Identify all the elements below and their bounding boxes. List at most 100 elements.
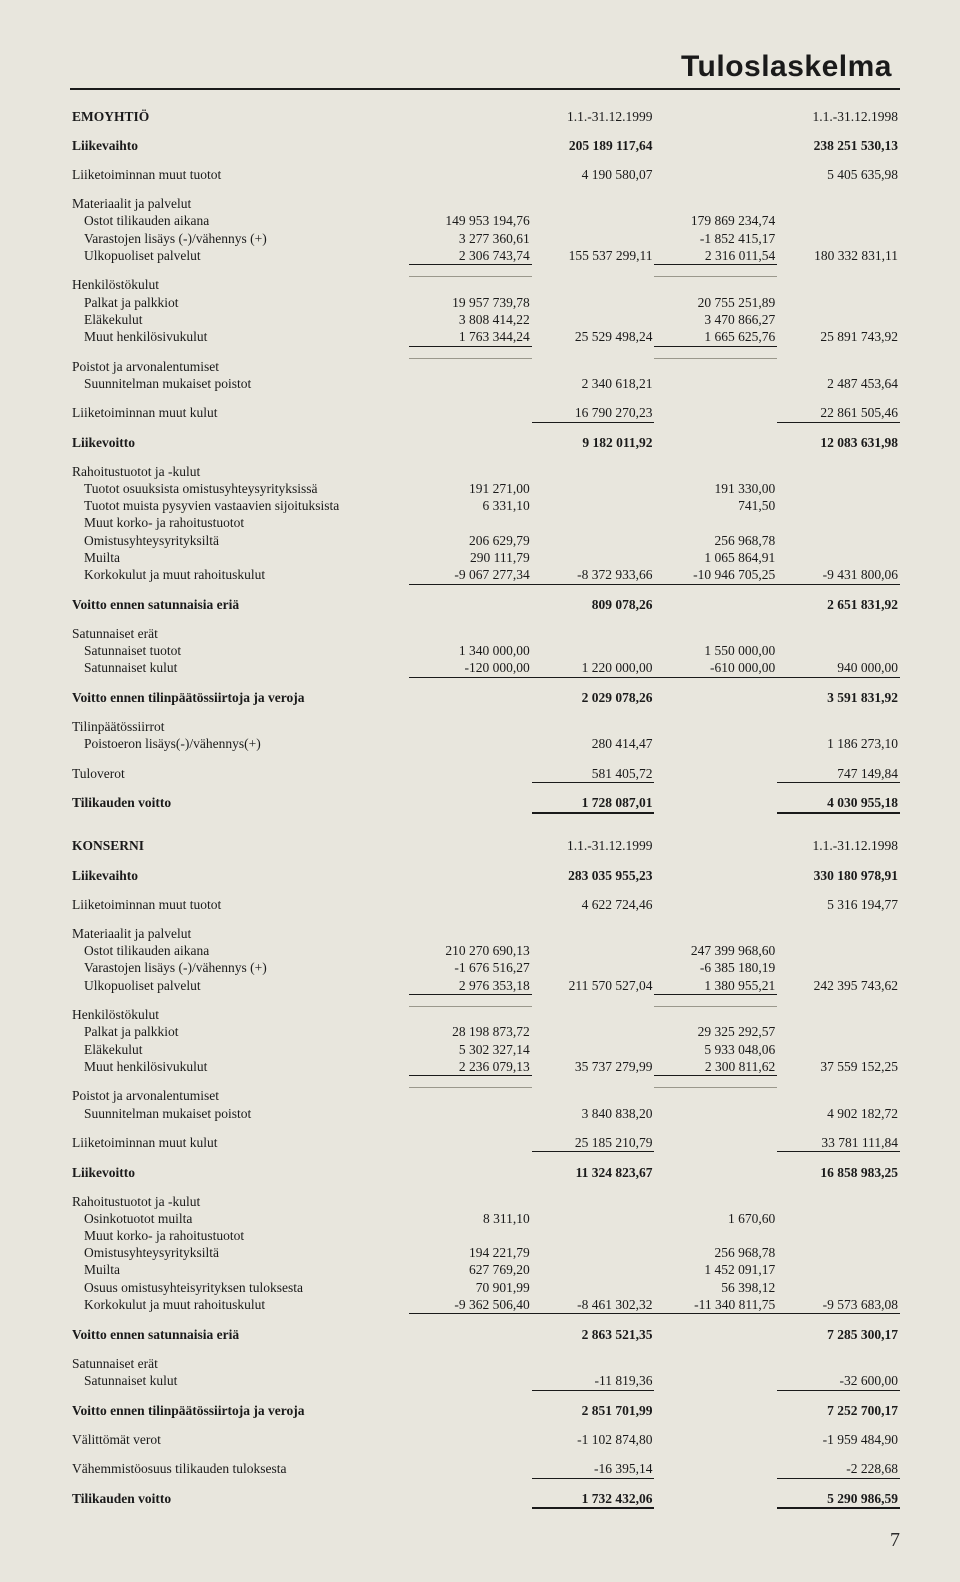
cell: -9 573 683,08 xyxy=(777,1296,900,1314)
cell: 5 316 194,77 xyxy=(777,896,900,913)
cell: 25 891 743,92 xyxy=(777,328,900,346)
row-label: Satunnaiset erät xyxy=(70,625,409,642)
row-label: Muilta xyxy=(70,1262,409,1279)
cell: 4 190 580,07 xyxy=(532,166,655,183)
cell: 2 236 079,13 xyxy=(409,1058,532,1076)
cell: 3 808 414,22 xyxy=(409,311,532,328)
row-label: Tilikauden voitto xyxy=(70,1490,409,1508)
row-label: Muut henkilösivukulut xyxy=(70,328,409,346)
row-label: Ostot tilikauden aikana xyxy=(70,213,409,230)
emo-period1: 1.1.-31.12.1999 xyxy=(532,108,655,125)
cell: 210 270 690,13 xyxy=(409,943,532,960)
row-label: Liikevaihto xyxy=(70,867,409,884)
cell: -1 102 874,80 xyxy=(532,1431,655,1448)
row-label: Eläkekulut xyxy=(70,311,409,328)
cell: -9 067 277,34 xyxy=(409,566,532,584)
row-label: Voitto ennen tilinpäätössiirtoja ja vero… xyxy=(70,1402,409,1419)
cell: -8 372 933,66 xyxy=(532,566,655,584)
cell: 194 221,79 xyxy=(409,1245,532,1262)
cell: 242 395 743,62 xyxy=(777,977,900,995)
row-label: Suunnitelman mukaiset poistot xyxy=(70,1105,409,1122)
row-label: Materiaalit ja palvelut xyxy=(70,925,409,942)
row-label: Satunnaiset erät xyxy=(70,1355,409,1372)
row-label: Tuotot muista pysyvien vastaavien sijoit… xyxy=(70,498,409,515)
cell: 1 186 273,10 xyxy=(777,736,900,753)
row-label: Muilta xyxy=(70,549,409,566)
cell: -9 362 506,40 xyxy=(409,1296,532,1314)
cell: 2 976 353,18 xyxy=(409,977,532,995)
row-label: Korkokulut ja muut rahoituskulut xyxy=(70,566,409,584)
row-label: Ulkopuoliset palvelut xyxy=(70,977,409,995)
cell: 206 629,79 xyxy=(409,532,532,549)
kon-period1: 1.1.-31.12.1999 xyxy=(532,838,655,855)
row-label: Liiketoiminnan muut tuotot xyxy=(70,896,409,913)
cell: 2 306 743,74 xyxy=(409,247,532,265)
row-label: Suunnitelman mukaiset poistot xyxy=(70,375,409,392)
cell: 7 285 300,17 xyxy=(777,1326,900,1343)
cell: 19 957 739,78 xyxy=(409,294,532,311)
emo-table: EMOYHTIÖ 1.1.-31.12.1999 1.1.-31.12.1998… xyxy=(70,108,900,814)
cell: -1 959 484,90 xyxy=(777,1431,900,1448)
cell: 6 331,10 xyxy=(409,498,532,515)
cell: 3 840 838,20 xyxy=(532,1105,655,1122)
row-label: Ulkopuoliset palvelut xyxy=(70,247,409,265)
cell: 5 290 986,59 xyxy=(777,1490,900,1508)
cell: 280 414,47 xyxy=(532,736,655,753)
cell: 2 029 078,26 xyxy=(532,689,655,706)
row-label: Materiaalit ja palvelut xyxy=(70,196,409,213)
cell: -120 000,00 xyxy=(409,660,532,678)
cell: -11 819,36 xyxy=(532,1372,655,1390)
cell: 205 189 117,64 xyxy=(532,137,655,154)
cell: -610 000,00 xyxy=(654,660,777,678)
page-number: 7 xyxy=(70,1529,900,1552)
cell: -8 461 302,32 xyxy=(532,1296,655,1314)
page-title: Tuloslaskelma xyxy=(70,50,900,90)
row-label: Tuotot osuuksista omistusyhteysyrityksis… xyxy=(70,481,409,498)
cell: 155 537 299,11 xyxy=(532,247,655,265)
cell: 16 790 270,23 xyxy=(532,404,655,422)
cell: 37 559 152,25 xyxy=(777,1058,900,1076)
cell: -1 852 415,17 xyxy=(654,230,777,247)
cell: 1 763 344,24 xyxy=(409,328,532,346)
cell: 330 180 978,91 xyxy=(777,867,900,884)
row-label: Satunnaiset kulut xyxy=(70,1372,409,1390)
cell: 22 861 505,46 xyxy=(777,404,900,422)
cell: 1 340 000,00 xyxy=(409,643,532,660)
cell: 5 302 327,14 xyxy=(409,1041,532,1058)
row-label: Varastojen lisäys (-)/vähennys (+) xyxy=(70,960,409,977)
row-label: Eläkekulut xyxy=(70,1041,409,1058)
row-label: Voitto ennen satunnaisia eriä xyxy=(70,596,409,613)
cell: 4 902 182,72 xyxy=(777,1105,900,1122)
cell: 747 149,84 xyxy=(777,765,900,783)
row-label: Liikevoitto xyxy=(70,1164,409,1181)
cell: 179 869 234,74 xyxy=(654,213,777,230)
row-label: Tilikauden voitto xyxy=(70,795,409,813)
cell: 25 529 498,24 xyxy=(532,328,655,346)
cell: -11 340 811,75 xyxy=(654,1296,777,1314)
cell: 581 405,72 xyxy=(532,765,655,783)
kon-period2: 1.1.-31.12.1998 xyxy=(777,838,900,855)
cell: 5 405 635,98 xyxy=(777,166,900,183)
cell: 940 000,00 xyxy=(777,660,900,678)
cell: 180 332 831,11 xyxy=(777,247,900,265)
row-label: Muut korko- ja rahoitustuotot xyxy=(70,1228,409,1245)
cell: 256 968,78 xyxy=(654,532,777,549)
cell: 2 316 011,54 xyxy=(654,247,777,265)
cell: 56 398,12 xyxy=(654,1279,777,1296)
emo-head: EMOYHTIÖ xyxy=(70,108,409,125)
cell: 149 953 194,76 xyxy=(409,213,532,230)
row-label: Välittömät verot xyxy=(70,1431,409,1448)
cell: 1 065 864,91 xyxy=(654,549,777,566)
cell: 3 470 866,27 xyxy=(654,311,777,328)
cell: 1 728 087,01 xyxy=(532,795,655,813)
row-label: Poistot ja arvonalentumiset xyxy=(70,358,409,375)
row-label: Palkat ja palkkiot xyxy=(70,294,409,311)
kon-head: KONSERNI xyxy=(70,838,409,855)
row-label: Tuloverot xyxy=(70,765,409,783)
cell: 2 487 453,64 xyxy=(777,375,900,392)
cell: 211 570 527,04 xyxy=(532,977,655,995)
row-label: Muut henkilösivukulut xyxy=(70,1058,409,1076)
cell: 2 300 811,62 xyxy=(654,1058,777,1076)
cell: 2 340 618,21 xyxy=(532,375,655,392)
cell: 627 769,20 xyxy=(409,1262,532,1279)
